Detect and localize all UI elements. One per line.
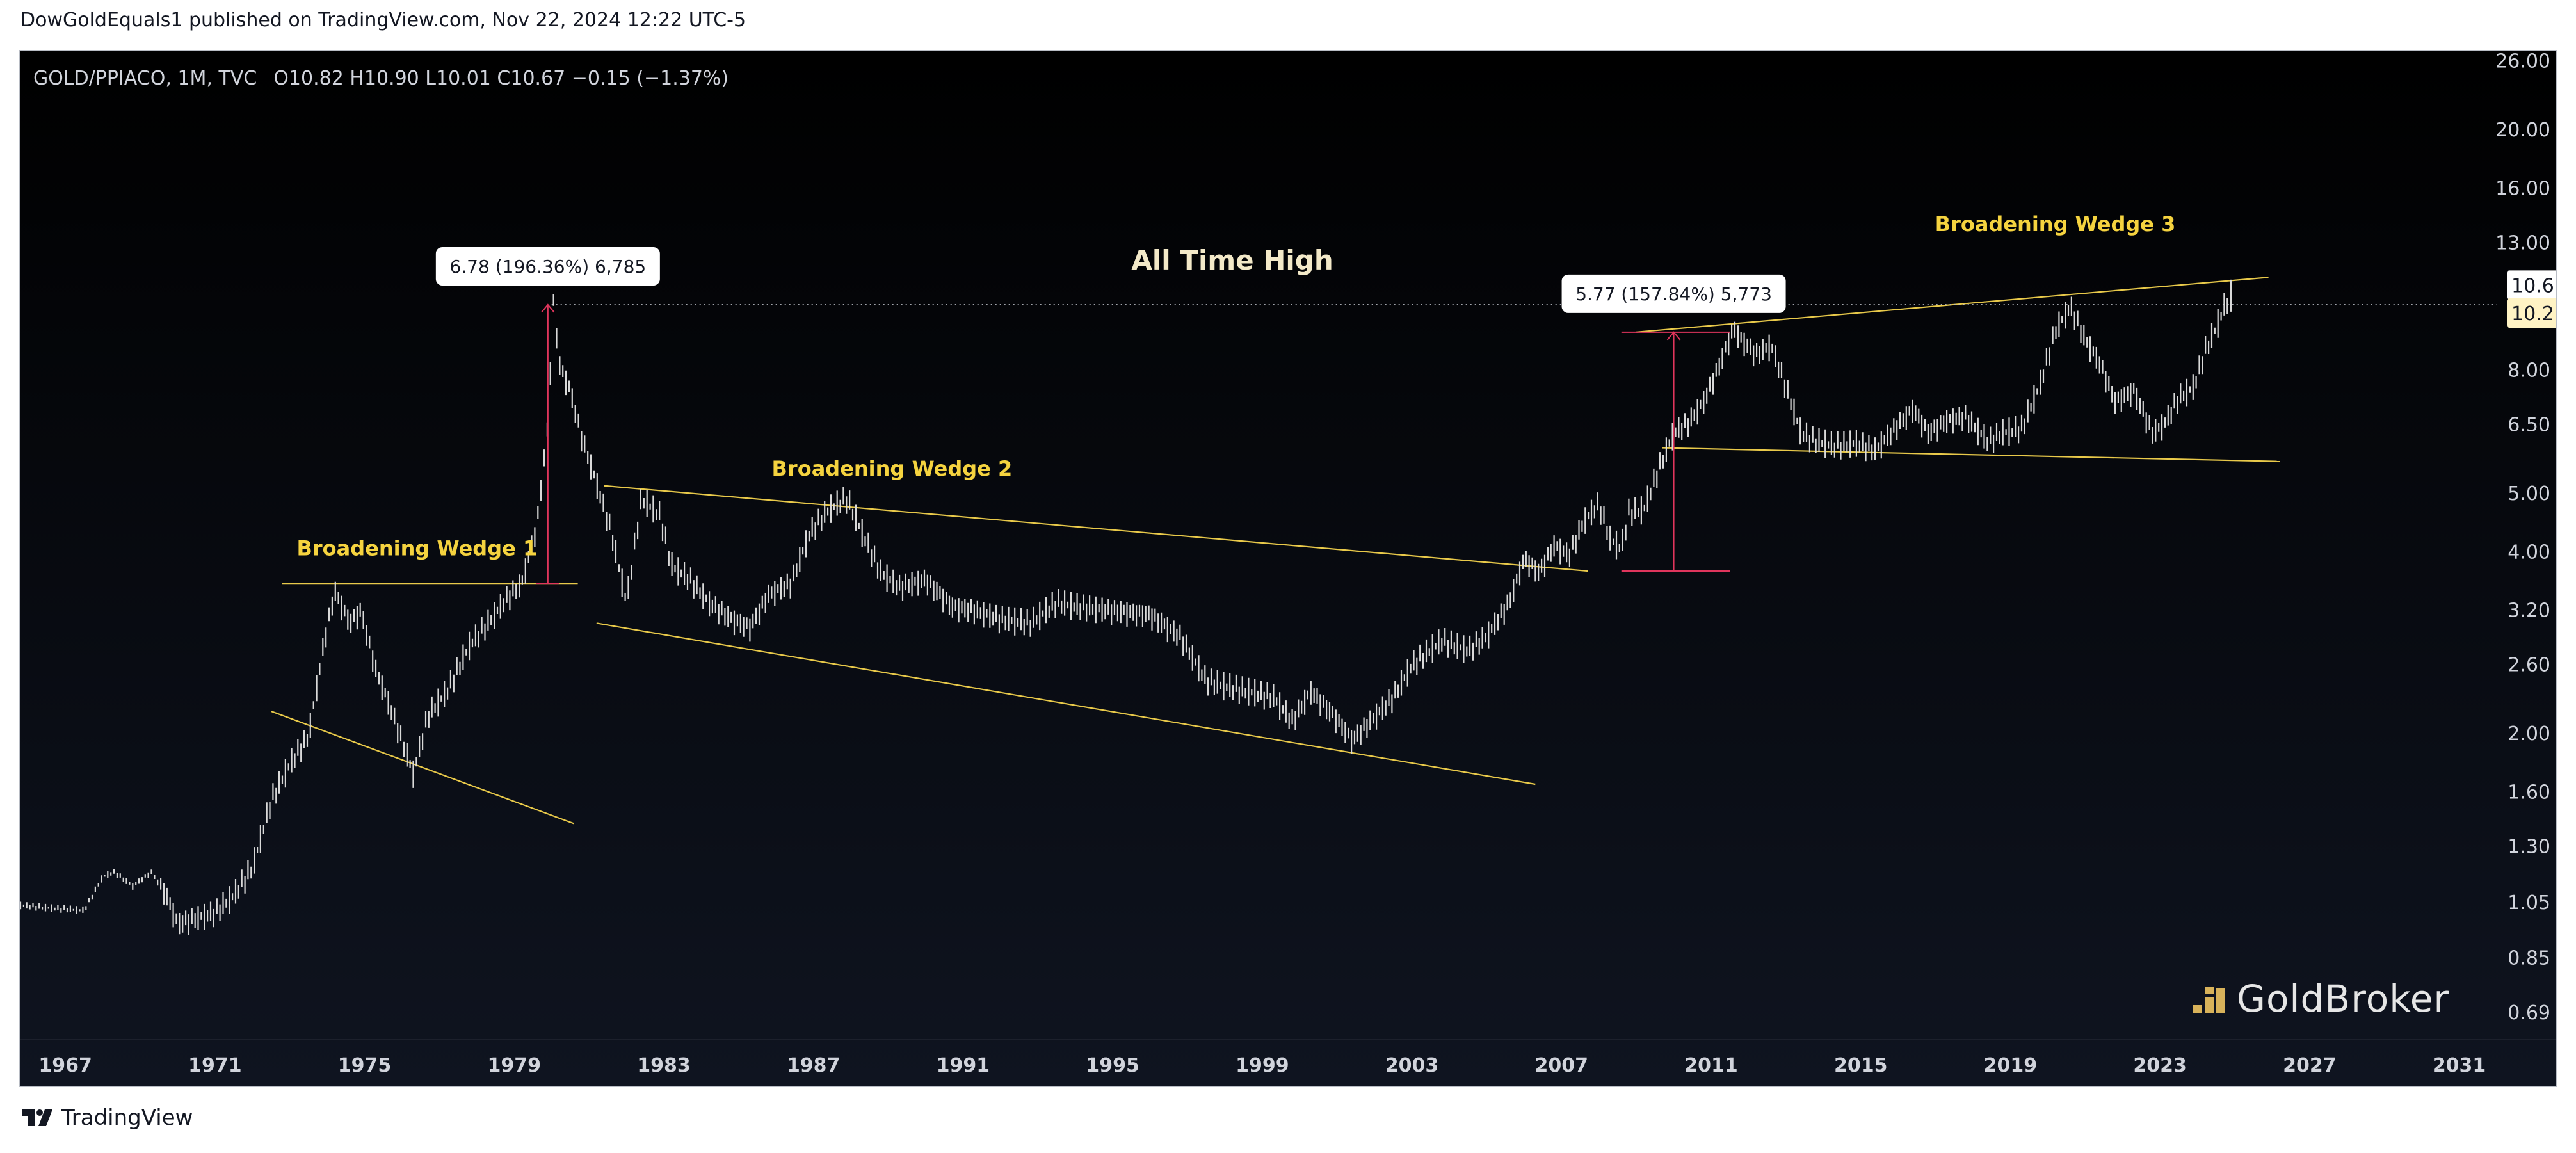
x-tick-label: 2003 [1385, 1054, 1439, 1077]
x-tick-label: 1983 [637, 1054, 691, 1077]
price-tag-text: 10.27 [2511, 303, 2556, 325]
x-tick-label: 1971 [188, 1054, 242, 1077]
y-tick-label: 5.00 [2508, 483, 2550, 505]
measure-arrowhead [541, 303, 555, 313]
x-tick-label: 1967 [38, 1054, 92, 1077]
measure-label-text: 6.78 (196.36%) 6,785 [449, 256, 646, 277]
x-tick-label: 2007 [1535, 1054, 1589, 1077]
wedge2-top [604, 485, 1588, 572]
y-tick-label: 26.00 [2495, 51, 2550, 72]
tradingview-logo-icon [22, 1109, 52, 1126]
wedge2-bottom [596, 622, 1536, 786]
broadening-wedge-3-label: Broadening Wedge 3 [1935, 212, 2176, 236]
measure-label-box [1561, 274, 1786, 313]
y-tick-label: 20.00 [2495, 119, 2550, 141]
x-tick-label: 2019 [1984, 1054, 2038, 1077]
symbol-legend: GOLD/PPIACO, 1M, TVC O10.82 H10.90 L10.01… [33, 67, 729, 90]
broadening-wedge-2-label: Broadening Wedge 2 [772, 456, 1013, 481]
wedge3-top [1636, 277, 2269, 333]
price-tag-current: 10.67 [2507, 270, 2556, 300]
price-tag-other: 10.27 [2507, 298, 2556, 328]
x-tick-label: 1987 [787, 1054, 841, 1077]
y-tick-label: 1.60 [2508, 782, 2550, 804]
wedge3-bottom [1662, 447, 2280, 462]
measure-label-box [435, 246, 660, 286]
y-tick-label: 16.00 [2495, 177, 2550, 200]
y-tick-label: 1.05 [2508, 892, 2550, 914]
price-candles [20, 282, 2232, 935]
y-tick-label: 4.00 [2508, 541, 2550, 563]
measure-2011: 5.77 (157.84%) 5,773 [1561, 274, 1786, 572]
wedge1-bottom [271, 710, 575, 825]
chart-background [20, 51, 2556, 1086]
price-tag-text: 10.67 [2511, 275, 2556, 297]
x-tick-label: 2015 [1834, 1054, 1888, 1077]
tradingview-brand[interactable]: TradingView [20, 1105, 193, 1131]
x-tick-label: 1991 [937, 1054, 990, 1077]
tradingview-brand-text: TradingView [61, 1105, 193, 1131]
broadening-wedge-1-label: Broadening Wedge 1 [296, 536, 537, 560]
y-tick-label: 2.00 [2508, 723, 2550, 745]
y-tick-label: 1.30 [2508, 836, 2550, 859]
y-tick-label: 13.00 [2495, 232, 2550, 254]
x-tick-label: 1979 [488, 1054, 542, 1077]
x-tick-label: 1999 [1236, 1054, 1289, 1077]
y-tick-label: 3.20 [2508, 600, 2550, 622]
x-tick-label: 1975 [338, 1054, 392, 1077]
price-tag-box [2507, 270, 2556, 300]
y-tick-label: 6.50 [2508, 414, 2550, 436]
x-tick-label: 2023 [2133, 1054, 2187, 1077]
x-tick-label: 2027 [2283, 1054, 2337, 1077]
y-tick-label: 0.85 [2508, 947, 2550, 970]
y-tick-label: 0.69 [2508, 1002, 2550, 1024]
watermark-text: GoldBroker [2237, 977, 2450, 1020]
x-tick-label: 2011 [1684, 1054, 1738, 1077]
x-tick-label: 1995 [1086, 1054, 1139, 1077]
y-tick-label: 2.60 [2508, 654, 2550, 677]
price-chart[interactable]: GOLD/PPIACO, 1M, TVC O10.82 H10.90 L10.01… [20, 51, 2556, 1086]
measure-label-text: 5.77 (157.84%) 5,773 [1575, 284, 1772, 305]
price-tag-box [2507, 298, 2556, 328]
all-time-high-label: All Time High [1131, 245, 1333, 276]
measure-1980: 6.78 (196.36%) 6,785 [435, 246, 660, 585]
y-tick-label: 8.00 [2508, 359, 2550, 382]
x-tick-label: 2031 [2433, 1054, 2486, 1077]
goldbroker-watermark: GoldBroker [2192, 977, 2449, 1020]
gold-bars-icon [2193, 987, 2225, 1013]
chart-frame[interactable]: GOLD/PPIACO, 1M, TVC O10.82 H10.90 L10.01… [19, 50, 2557, 1087]
published-by-line: DowGoldEquals1 published on TradingView.… [20, 9, 746, 31]
